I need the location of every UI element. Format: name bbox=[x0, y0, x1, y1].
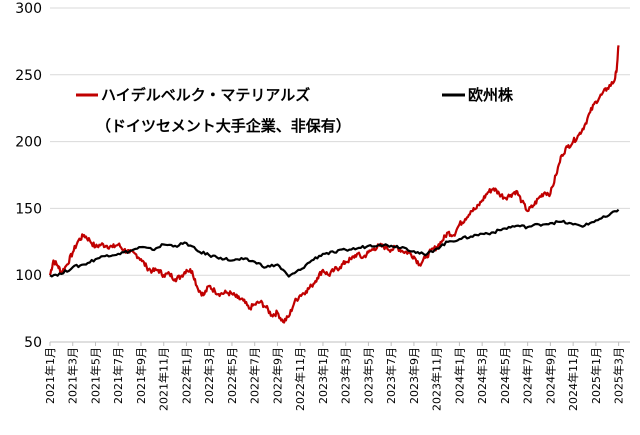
legend-label-heidelberg-note: （ドイツセメント大手企業、非保有） bbox=[96, 117, 351, 135]
y-tick-label: 300 bbox=[15, 1, 42, 17]
legend: ハイデルベルク・マテリアルズ （ドイツセメント大手企業、非保有） 欧州株 bbox=[76, 86, 514, 135]
x-tick-label: 2023年11月 bbox=[430, 347, 444, 411]
y-tick-label: 200 bbox=[15, 135, 42, 151]
x-tick-label: 2021年3月 bbox=[66, 347, 80, 404]
series-line-europe bbox=[49, 208, 620, 278]
x-tick-label: 2022年1月 bbox=[179, 347, 193, 404]
x-tick-label: 2023年3月 bbox=[339, 347, 353, 404]
x-tick-label: 2023年5月 bbox=[361, 347, 375, 404]
x-tick-label: 2025年3月 bbox=[612, 347, 626, 404]
x-tick-label: 2024年3月 bbox=[475, 347, 489, 404]
x-tick-label: 2024年1月 bbox=[452, 347, 466, 404]
x-tick-label: 2022年7月 bbox=[248, 347, 262, 404]
x-tick-label: 2022年5月 bbox=[225, 347, 239, 404]
grid bbox=[50, 7, 630, 343]
x-tick-label: 2023年1月 bbox=[316, 347, 330, 404]
x-tick-label: 2021年7月 bbox=[111, 347, 125, 404]
x-tick-label: 2021年5月 bbox=[88, 347, 102, 404]
x-tick-label: 2021年11月 bbox=[157, 347, 171, 411]
x-tick-label: 2021年1月 bbox=[43, 347, 57, 404]
x-tick-label: 2022年9月 bbox=[270, 347, 284, 404]
y-tick-label: 50 bbox=[24, 335, 42, 351]
x-axis: 2021年1月 2021年3月 2021年5月 2021年7月 2021年9月 2021年… bbox=[43, 341, 630, 411]
x-tick-label: 2024年7月 bbox=[521, 347, 535, 404]
x-tick-label: 2024年9月 bbox=[543, 347, 557, 404]
series-line-heidelberg bbox=[48, 45, 620, 324]
legend-label-europe: 欧州株 bbox=[468, 86, 514, 104]
legend-label-heidelberg: ハイデルベルク・マテリアルズ bbox=[101, 86, 310, 104]
x-tick-label: 2025年1月 bbox=[589, 347, 603, 404]
x-tick-label: 2022年3月 bbox=[202, 347, 216, 404]
x-tick-label: 2023年7月 bbox=[384, 347, 398, 404]
x-tick-label: 2023年9月 bbox=[407, 347, 421, 404]
series-lines bbox=[48, 45, 620, 324]
y-tick-label: 100 bbox=[15, 268, 42, 284]
y-axis: 50 100 150 200 250 300 bbox=[15, 1, 42, 351]
x-tick-label: 2024年11月 bbox=[566, 347, 580, 411]
y-tick-label: 150 bbox=[15, 201, 42, 217]
x-tick-label: 2024年5月 bbox=[498, 347, 512, 404]
x-tick-label: 2021年9月 bbox=[134, 347, 148, 404]
y-tick-label: 250 bbox=[15, 68, 42, 84]
x-tick-label: 2022年11月 bbox=[293, 347, 307, 411]
